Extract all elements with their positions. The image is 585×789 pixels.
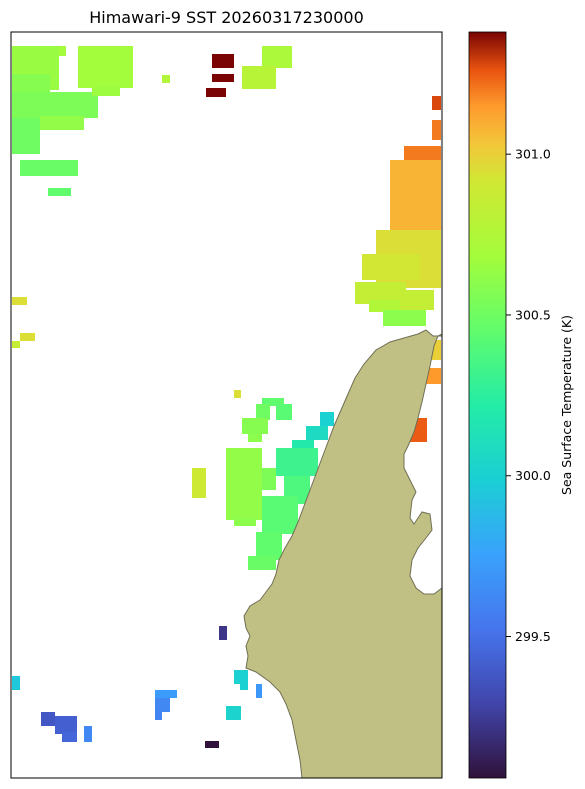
- sst-patch-0-1: [59, 46, 66, 56]
- sst-patch-6-9: [41, 712, 55, 726]
- sst-patch-2-1: [390, 160, 441, 240]
- sst-patch-4-6: [234, 518, 256, 526]
- colorbar-tick-label: 300.0: [515, 468, 551, 483]
- sst-patch-0-8: [20, 160, 78, 176]
- sst-patch-6-0: [219, 626, 227, 640]
- sst-patch-4-0: [262, 398, 284, 406]
- sst-patch-6-3: [240, 684, 248, 690]
- sst-patch-5-6: [256, 532, 282, 560]
- sst-patch-0-6: [40, 116, 84, 130]
- sst-patch-5-0: [320, 412, 334, 426]
- sst-patch-4-1: [256, 404, 270, 420]
- sst-patch-2-3: [362, 254, 420, 280]
- sst-patch-2-4: [355, 282, 406, 304]
- sst-patch-0-7: [12, 118, 40, 154]
- sst-patch-2-9: [432, 96, 441, 110]
- sst-patch-4-5: [226, 448, 262, 520]
- sst-patch-3-0: [12, 297, 27, 305]
- sst-patch-6-13: [205, 741, 219, 748]
- sst-patch-0-2: [12, 74, 50, 96]
- sst-patch-2-11: [426, 368, 441, 384]
- sst-patch-3-1: [20, 333, 35, 341]
- sst-patch-0-9: [48, 188, 71, 196]
- sst-patch-3-2: [12, 341, 20, 348]
- chart-title: Himawari-9 SST 20260317230000: [89, 8, 364, 27]
- sst-patch-5-3: [276, 448, 318, 476]
- sst-patch-3-4: [192, 468, 206, 498]
- sst-patch-5-7: [248, 556, 276, 570]
- sst-patch-2-7: [383, 310, 426, 326]
- sst-patch-0-12: [242, 66, 276, 89]
- colorbar-label: Sea Surface Temperature (K): [559, 315, 574, 495]
- sst-patch-0-3: [12, 92, 98, 118]
- land-mass: [243, 329, 442, 778]
- sst-patch-1-2: [206, 88, 226, 97]
- sst-pixel-layer: [12, 46, 441, 748]
- colorbar: [468, 31, 507, 779]
- sst-patch-1-0: [212, 54, 234, 68]
- sst-patch-6-7: [155, 698, 170, 712]
- sst-patch-6-10: [55, 716, 77, 734]
- sst-patch-5-1: [306, 426, 328, 440]
- sst-patch-4-3: [248, 434, 262, 442]
- sst-patch-2-10: [432, 340, 441, 360]
- sst-patch-0-4: [78, 46, 133, 88]
- sst-patch-2-6: [400, 290, 434, 310]
- sst-patch-5-5: [262, 496, 298, 534]
- sst-patch-6-1: [12, 676, 20, 690]
- sst-patch-1-1: [212, 74, 234, 82]
- sst-patch-6-5: [256, 684, 262, 698]
- sst-patch-2-8: [432, 120, 441, 140]
- sst-patch-0-11: [262, 46, 292, 68]
- colorbar-tick-label: 299.5: [515, 629, 551, 644]
- colorbar-ticks: 299.5 300.0 300.5 301.0: [506, 147, 551, 644]
- sst-patch-4-2: [242, 418, 268, 434]
- sst-patch-2-5: [369, 300, 400, 312]
- sst-patch-0-5: [92, 86, 120, 96]
- sst-patch-4-4: [276, 404, 292, 420]
- sst-patch-3-3: [234, 390, 241, 398]
- sst-patch-6-12: [84, 726, 92, 742]
- sst-patch-6-4: [226, 706, 241, 720]
- sst-patch-6-2: [234, 670, 248, 684]
- colorbar-tick-label: 300.5: [515, 307, 551, 322]
- sst-patch-0-10: [162, 75, 170, 83]
- sst-patch-6-11: [62, 732, 77, 742]
- sst-patch-4-7: [262, 468, 276, 490]
- sst-patch-6-6: [155, 690, 177, 698]
- map-axes-frame: [10, 31, 443, 779]
- colorbar-tick-label: 301.0: [515, 147, 551, 162]
- sst-patch-6-8: [155, 710, 162, 720]
